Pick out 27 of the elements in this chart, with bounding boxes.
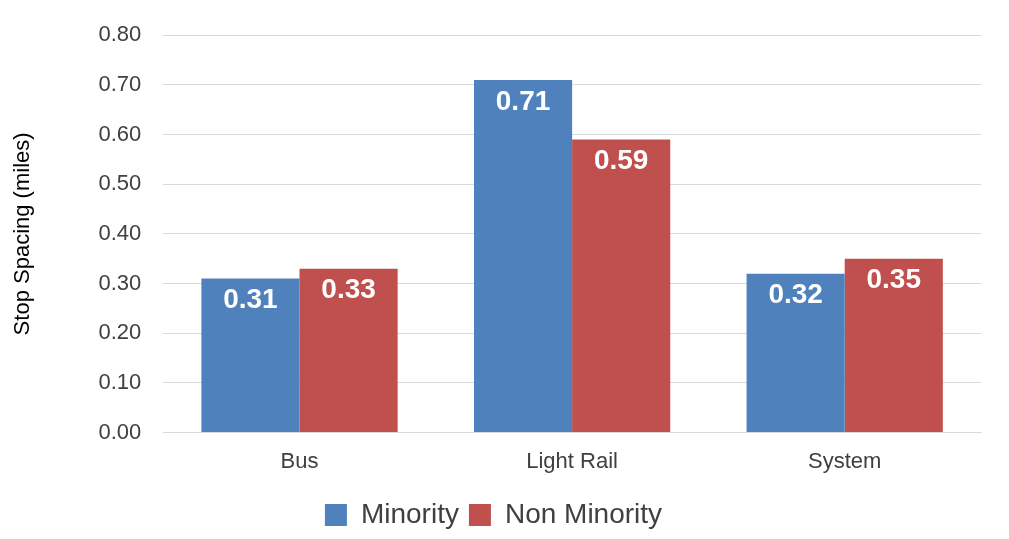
y-tick-label: 0.10: [98, 368, 142, 394]
y-tick-label: 0.20: [98, 319, 142, 345]
bar: [572, 139, 671, 433]
y-tick-label: 0.30: [98, 269, 142, 295]
bar: [473, 79, 573, 433]
x-tick-label: Bus: [280, 447, 319, 473]
y-tick-label: 0.40: [98, 219, 142, 245]
y-tick-label: 0.80: [98, 21, 142, 47]
data-label: 0.33: [321, 273, 376, 305]
data-label: 0.35: [866, 263, 922, 295]
y-tick-label: 0.60: [98, 120, 142, 146]
data-label: 0.32: [768, 278, 823, 310]
bar: [299, 268, 398, 433]
x-tick-label: System: [808, 447, 882, 473]
bar: [844, 258, 943, 433]
x-tick-label: Light Rail: [526, 447, 618, 473]
data-label: 0.31: [223, 283, 278, 315]
y-tick-label: 0.50: [98, 170, 142, 196]
legend-label: Minority: [360, 497, 459, 529]
y-tick-label: 0.00: [98, 418, 142, 444]
bar: [746, 273, 845, 433]
bar: [201, 278, 300, 433]
y-tick-label: 0.70: [98, 70, 142, 96]
data-label: 0.71: [495, 84, 551, 116]
data-label: 0.59: [593, 144, 649, 176]
legend-label: Non Minority: [504, 497, 663, 529]
y-axis-title: Stop Spacing (miles): [9, 132, 35, 336]
